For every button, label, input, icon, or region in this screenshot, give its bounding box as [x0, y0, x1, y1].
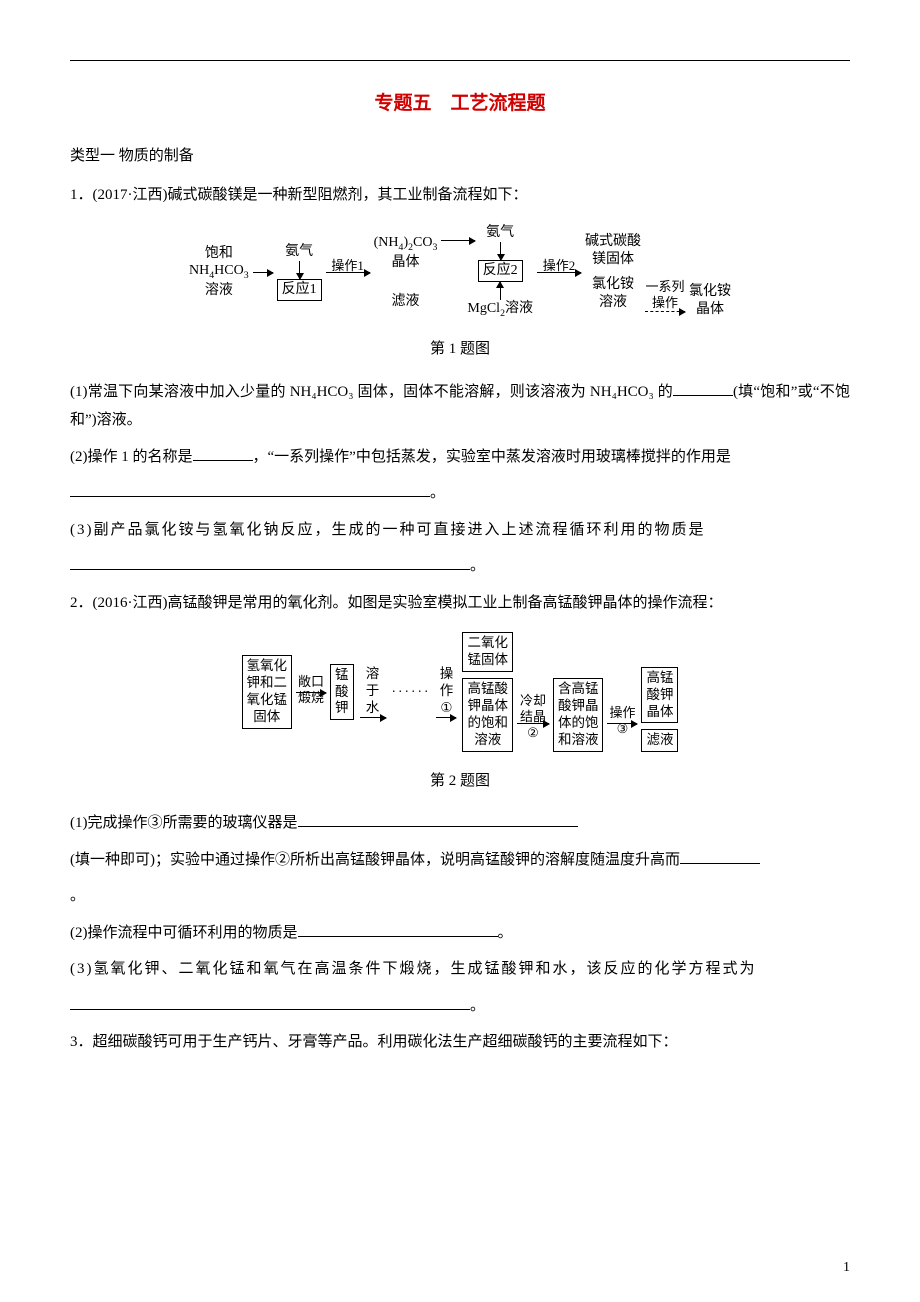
q2-out-crystal: 高锰酸钾晶体: [641, 667, 678, 724]
q1-figure: 饱和NH4HCO3溶液 氨气 反应1 操作1 (NH4)2CO3晶体 滤液 氨气…: [70, 224, 850, 320]
q2-arrow3: [436, 717, 456, 718]
q2-arrow4: 冷却结晶②: [517, 723, 549, 724]
q1-label-mgcl2: MgCl2溶液: [467, 300, 533, 320]
q1-blank3: [70, 481, 430, 497]
q2-blank4: [70, 994, 470, 1010]
q1-arrow1: [253, 272, 273, 273]
q1-sub2-line2: 。: [70, 479, 850, 508]
q1-stem: 1．(2017·江西)碱式碳酸镁是一种新型阻燃剂，其工业制备流程如下：: [70, 181, 850, 210]
q1-box-react2: 反应2: [478, 260, 523, 283]
q1-arrow2: 操作1: [326, 272, 370, 273]
q2-box1: 氢氧化钾和二氧化锰固体: [242, 655, 293, 729]
q1-out-crystal: (NH4)2CO3晶体: [374, 234, 438, 272]
q2-arrow2: [360, 717, 386, 718]
q2-caption: 第 2 题图: [70, 767, 850, 796]
q2-sub1c: 。: [70, 882, 850, 911]
q1-arrow4: 操作2: [537, 272, 581, 273]
q1-out-mgco3: 碱式碳酸镁固体: [585, 233, 641, 268]
q2-label-water: 溶于水: [366, 666, 380, 717]
q2-figure: 氢氧化钾和二氧化锰固体 敞口煅烧 锰酸钾 溶于水 ······ 操作① 二氧化锰…: [70, 632, 850, 751]
q1-blank2: [193, 445, 253, 461]
q1-blank4: [70, 554, 470, 570]
q2-sub3b: 。: [70, 992, 850, 1021]
q2-dots: ······: [392, 679, 431, 705]
q2-sub3: (3)氢氧化钾、二氧化锰和氧气在高温条件下煅烧，生成锰酸钾和水，该反应的化学方程…: [70, 955, 850, 984]
q2-blank1: [298, 811, 578, 827]
q2-out-mno2: 二氧化锰固体: [462, 632, 513, 672]
q1-caption: 第 1 题图: [70, 335, 850, 364]
q1-out-nh4cl-sol: 氯化铵溶液: [592, 276, 634, 311]
q1-arrow-down1: [299, 261, 300, 279]
top-rule: [70, 60, 850, 61]
q1-box-react1: 反应1: [277, 279, 322, 302]
section-a-head: 类型一 物质的制备: [70, 142, 850, 171]
q2-stem: 2．(2016·江西)高锰酸钾是常用的氧化剂。如图是实验室模拟工业上制备高锰酸钾…: [70, 589, 850, 618]
q2-sub2: (2)操作流程中可循环利用的物质是。: [70, 919, 850, 948]
q1-arrow-down2: [500, 242, 501, 260]
q1-label-ammonia2: 氨气: [486, 224, 514, 242]
q1-dash-arrow: [645, 311, 685, 312]
q1-out-filtrate: 滤液: [392, 293, 420, 311]
q2-label-op1: 操作①: [440, 666, 454, 717]
q2-blank3: [298, 921, 498, 937]
q1-label-ammonia1: 氨气: [285, 243, 313, 261]
q2-arrow5: 操作③: [607, 723, 637, 724]
q1-node-start: 饱和NH4HCO3溶液: [189, 245, 249, 300]
q1-arrow-up: [500, 282, 501, 300]
q2-sub1: (1)完成操作③所需要的玻璃仪器是: [70, 809, 850, 838]
q2-arrow1: 敞口煅烧: [296, 692, 326, 693]
q1-sub3: (3)副产品氯化铵与氢氧化钠反应，生成的一种可直接进入上述流程循环利用的物质是: [70, 516, 850, 545]
q2-box2: 锰酸钾: [330, 664, 354, 721]
q1-sub1: (1)常温下向某溶液中加入少量的 NH₄HCO₃ 固体，固体不能溶解，则该溶液为…: [70, 378, 850, 435]
q3-stem: 3．超细碳酸钙可用于生产钙片、牙膏等产品。利用碳化法生产超细碳酸钙的主要流程如下…: [70, 1028, 850, 1057]
q1-sub2: (2)操作 1 的名称是，“一系列操作”中包括蒸发，实验室中蒸发溶液时用玻璃棒搅…: [70, 443, 850, 472]
q2-out-filtrate: 滤液: [641, 729, 678, 751]
q2-blank2: [680, 848, 760, 864]
q1-arrow3: [441, 240, 475, 241]
page-title: 专题五 工艺流程题: [70, 86, 850, 122]
q2-box3: 含高锰酸钾晶体的饱和溶液: [553, 678, 604, 752]
q1-blank1: [673, 380, 733, 396]
q1-label-series: 一系列操作: [645, 279, 684, 312]
q1-sub3-line2: 。: [70, 552, 850, 581]
page-number: 1: [843, 1255, 850, 1282]
q1-out-final: 氯化铵晶体: [689, 283, 731, 318]
q2-out-sat: 高锰酸钾晶体的饱和溶液: [462, 678, 513, 752]
q2-sub1b: (填一种即可)；实验中通过操作②所析出高锰酸钾晶体，说明高锰酸钾的溶解度随温度升…: [70, 846, 850, 875]
